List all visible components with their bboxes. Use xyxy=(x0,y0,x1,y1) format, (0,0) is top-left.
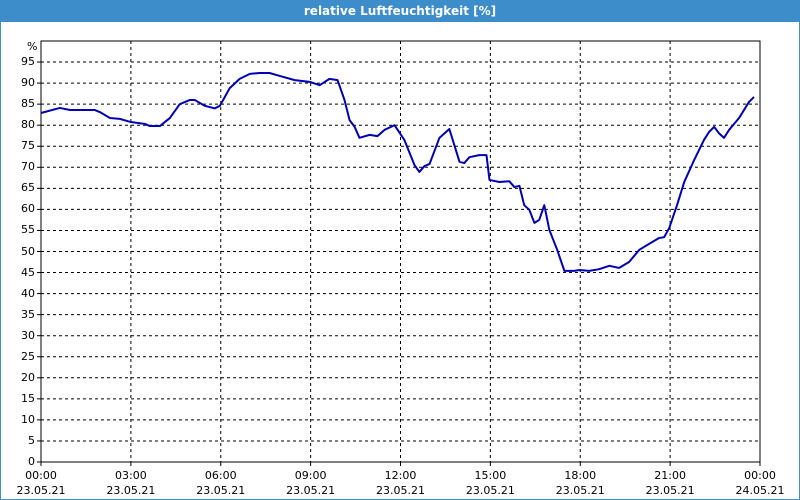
y-tick-label: 70 xyxy=(21,160,35,174)
y-tick-label: 10 xyxy=(21,412,35,426)
y-tick-label: 45 xyxy=(21,265,35,279)
y-tick-label: 50 xyxy=(21,244,35,258)
y-tick-label: 80 xyxy=(21,118,35,132)
x-tick-label: 00:00 23.05.21 xyxy=(16,469,66,497)
x-tick-label: 06:00 23.05.21 xyxy=(196,469,246,497)
y-tick-label: 20 xyxy=(21,370,35,384)
plot-frame xyxy=(40,40,761,463)
x-tick-label: 12:00 23.05.21 xyxy=(376,469,425,497)
y-tick-label: 55 xyxy=(21,223,35,237)
x-tick-label: 03:00 23.05.21 xyxy=(106,469,156,497)
y-tick-label: 65 xyxy=(21,181,35,195)
y-tick-label: 90 xyxy=(21,76,35,90)
y-tick-label: 5 xyxy=(28,433,35,447)
x-tick-label: 00:00 24.05.21 xyxy=(735,469,785,497)
y-tick-label: 95 xyxy=(21,55,35,69)
y-tick-label: 85 xyxy=(21,97,35,111)
y-tick-label: 0 xyxy=(28,455,35,468)
y-tick-label: 35 xyxy=(21,307,35,321)
data-line xyxy=(40,72,755,272)
x-tick-label: 21:00 23.05.21 xyxy=(645,469,695,497)
y-tick-label: 75 xyxy=(21,139,35,153)
y-axis-label: % xyxy=(27,40,38,53)
x-tick-label: 09:00 23.05.21 xyxy=(286,469,336,497)
y-tick-label: 60 xyxy=(21,202,35,216)
y-tick-label: 40 xyxy=(21,286,35,300)
chart-title: relative Luftfeuchtigkeit [%] xyxy=(1,1,799,22)
x-tick-label: 18:00 23.05.21 xyxy=(555,469,605,497)
y-tick-label: 15 xyxy=(21,391,35,405)
x-tick-label: 15:00 23.05.21 xyxy=(465,469,515,497)
y-tick-label: 30 xyxy=(21,328,35,342)
y-tick-label: 25 xyxy=(21,349,35,363)
